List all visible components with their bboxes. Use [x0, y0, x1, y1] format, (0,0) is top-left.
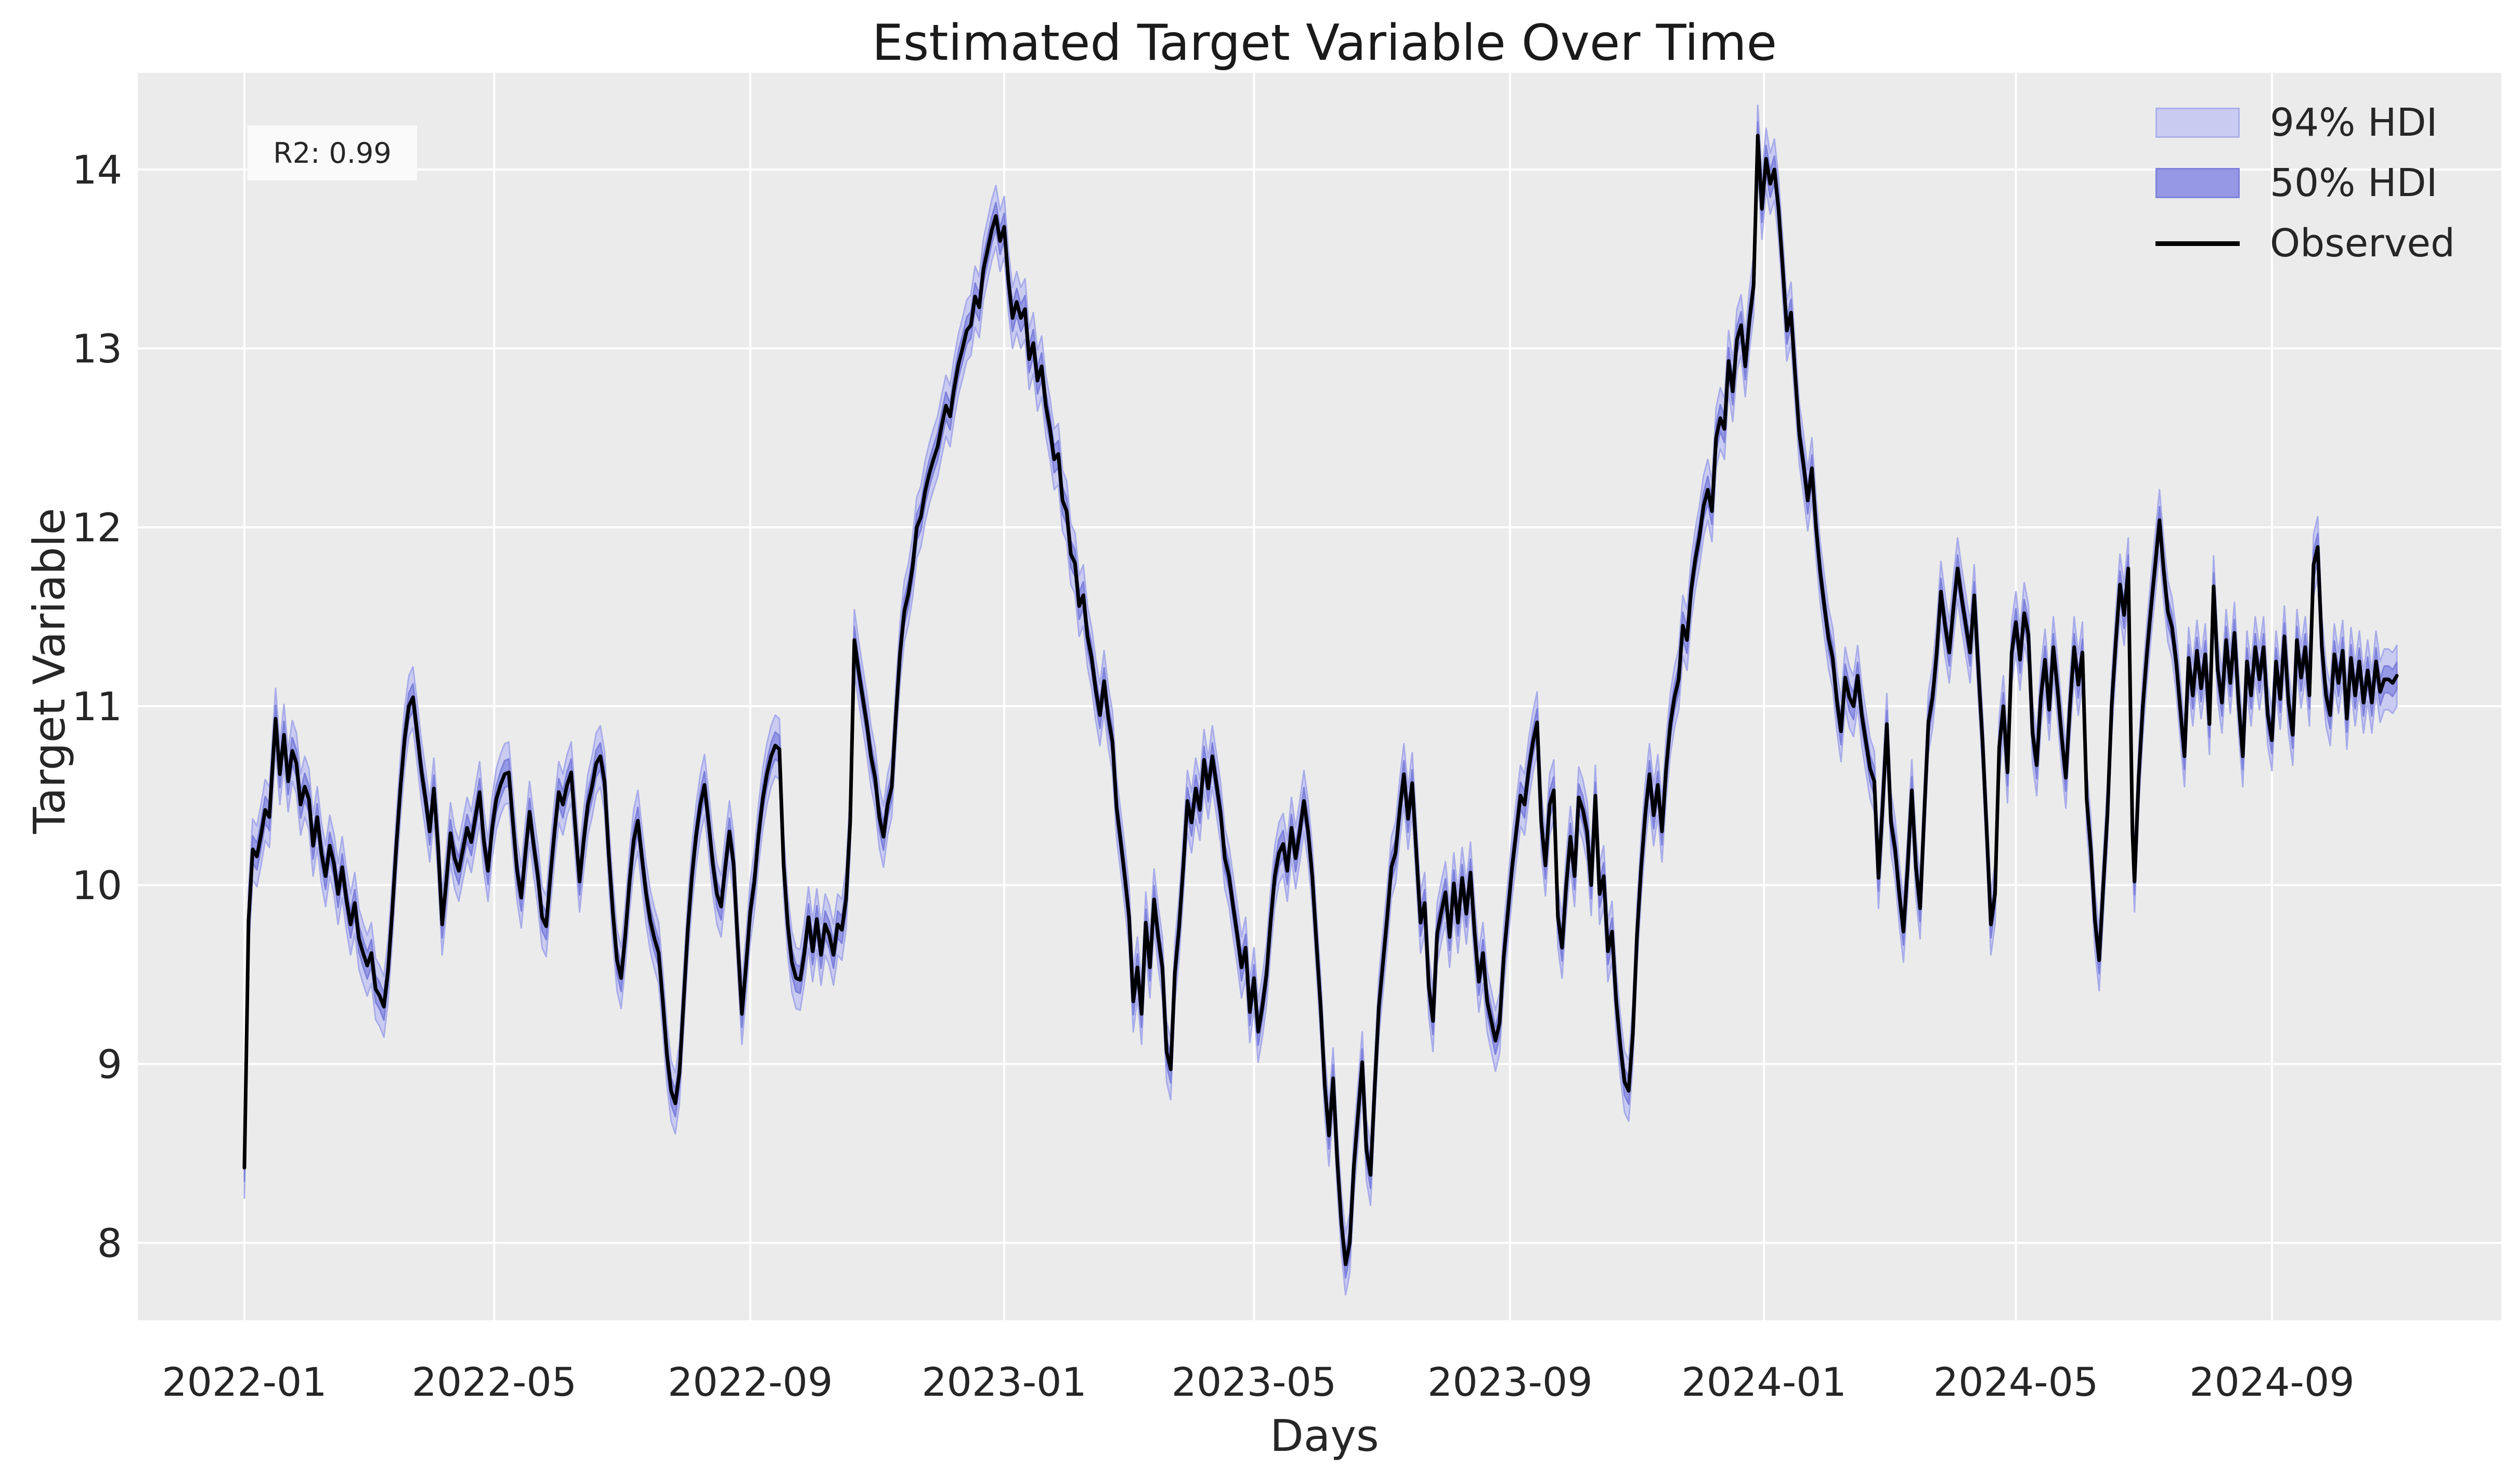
x-tick-label: 2024-05: [1933, 1359, 2099, 1405]
y-tick-label: 12: [72, 504, 122, 551]
x-tick-label: 2022-09: [668, 1359, 833, 1405]
legend-label-observed: Observed: [2270, 221, 2456, 266]
legend-item-observed: Observed: [2155, 221, 2456, 266]
legend-label-50-hdi: 50% HDI: [2270, 161, 2438, 205]
x-tick-label: 2024-09: [2189, 1359, 2355, 1405]
y-tick-label: 11: [72, 683, 122, 730]
plot-area: [138, 73, 2501, 1320]
y-tick-label: 9: [97, 1041, 122, 1087]
y-tick-label: 14: [72, 147, 122, 193]
x-tick-label: 2022-01: [162, 1359, 327, 1405]
x-tick-label: 2023-09: [1427, 1359, 1593, 1405]
hdi50-band: [243, 121, 2398, 1279]
hdi50-swatch-icon: [2155, 168, 2240, 198]
hdi94-band: [243, 104, 2398, 1296]
legend-item-50-hdi: 50% HDI: [2155, 161, 2455, 205]
legend-label-94-hdi: 94% HDI: [2270, 100, 2438, 145]
legend: 94% HDI 50% HDI Observed: [2155, 100, 2456, 284]
x-axis-label: Days: [1270, 1410, 1379, 1461]
x-tick-label: 2024-01: [1681, 1359, 1847, 1405]
chart-title: Estimated Target Variable Over Time: [872, 15, 1777, 72]
observed-line-swatch-icon: [2155, 228, 2240, 258]
observed-line: [242, 134, 2399, 1266]
y-axis-label: Target Variable: [24, 508, 75, 834]
r2-annotation-text: R2: 0.99: [273, 136, 392, 170]
x-tick-label: 2023-05: [1172, 1359, 1337, 1405]
r2-annotation: R2: 0.99: [248, 125, 417, 180]
y-tick-label: 8: [97, 1220, 122, 1266]
hdi94-swatch-icon: [2155, 108, 2240, 138]
x-tick-label: 2022-05: [412, 1359, 577, 1405]
x-tick-label: 2023-01: [921, 1359, 1087, 1405]
y-tick-label: 13: [72, 326, 122, 372]
legend-item-94-hdi: 94% HDI: [2155, 100, 2455, 145]
y-tick-label: 10: [72, 862, 122, 908]
